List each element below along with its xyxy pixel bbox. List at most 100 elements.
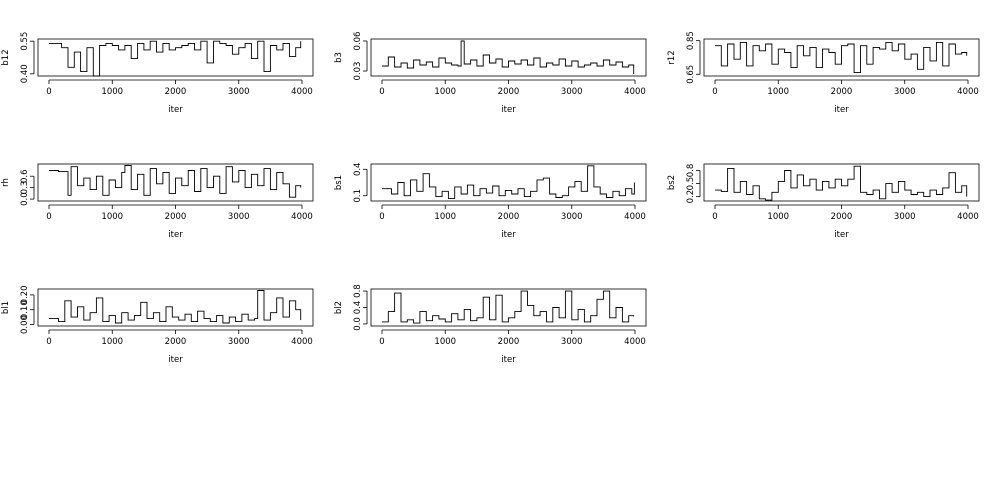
y-tick-label: 0.8 bbox=[686, 164, 696, 178]
trace-panel-r12: 0 1000 2000 3000 4000 iter 0.65 0.85 r12 bbox=[667, 31, 980, 115]
y-tick-label: 0.20 bbox=[20, 285, 30, 304]
x-tick-label: 2000 bbox=[831, 212, 853, 222]
x-tick-label: 4000 bbox=[291, 87, 313, 97]
y-tick-label: 0.40 bbox=[20, 64, 30, 83]
y-tick-label: 0.5 bbox=[686, 177, 696, 191]
x-tick-label: 0 bbox=[379, 87, 384, 97]
trace-panel-bl1: 0 1000 2000 3000 4000 iter 0.000.100.20 bl1 bbox=[1, 285, 314, 365]
x-tick-label: 4000 bbox=[624, 212, 646, 222]
x-tick-label: 0 bbox=[46, 212, 51, 222]
plot-frame bbox=[37, 163, 314, 202]
x-axis-label: iter bbox=[168, 355, 183, 365]
x-tick-label: 2000 bbox=[165, 87, 187, 97]
x-tick-label: 0 bbox=[379, 212, 384, 222]
y-tick-label: 0.00 bbox=[20, 315, 30, 334]
plot-frame bbox=[37, 38, 314, 77]
x-tick-label: 2000 bbox=[498, 337, 520, 347]
x-tick-label: 2000 bbox=[165, 337, 187, 347]
x-tick-label: 3000 bbox=[561, 337, 583, 347]
plot-frame bbox=[370, 288, 647, 327]
trace-line-bs1 bbox=[382, 165, 635, 199]
x-tick-label: 2000 bbox=[498, 87, 520, 97]
x-tick-label: 3000 bbox=[894, 212, 916, 222]
x-tick-label: 3000 bbox=[561, 212, 583, 222]
y-tick-label: 0.3 bbox=[20, 181, 30, 195]
y-tick-label: 0.06 bbox=[353, 32, 363, 51]
y-axis-label: bs1 bbox=[334, 175, 344, 190]
trace-panel-b3: 0 1000 2000 3000 4000 iter 0.03 0.06 b3 bbox=[334, 32, 647, 115]
x-tick-label: 3000 bbox=[894, 87, 916, 97]
y-tick-label: 0.2 bbox=[686, 190, 696, 204]
x-tick-label: 3000 bbox=[561, 87, 583, 97]
x-tick-label: 4000 bbox=[291, 212, 313, 222]
x-tick-label: 1000 bbox=[434, 337, 456, 347]
x-axis-label: iter bbox=[834, 105, 849, 115]
y-tick-label: 0.4 bbox=[353, 301, 363, 315]
y-axis-label: b12 bbox=[1, 49, 11, 65]
plot-frame bbox=[703, 163, 980, 202]
x-tick-label: 2000 bbox=[498, 212, 520, 222]
y-axis-label: bl2 bbox=[334, 301, 344, 314]
x-tick-label: 3000 bbox=[228, 87, 250, 97]
y-axis-label: bl1 bbox=[1, 301, 11, 314]
y-tick-label: 0.03 bbox=[353, 62, 363, 81]
x-tick-label: 4000 bbox=[957, 212, 979, 222]
y-tick-label: 0.85 bbox=[686, 31, 696, 50]
trace-panel-b12: 0 1000 2000 3000 4000 iter 0.40 0.55 b12 bbox=[1, 32, 314, 115]
x-tick-label: 4000 bbox=[624, 87, 646, 97]
y-tick-label: 0.6 bbox=[20, 169, 30, 183]
x-axis-label: iter bbox=[168, 230, 183, 240]
trace-panel-bs1: 0 1000 2000 3000 4000 iter 0.1 0.4 bs1 bbox=[334, 163, 647, 240]
y-tick-label: 0.65 bbox=[686, 65, 696, 84]
x-tick-label: 1000 bbox=[434, 87, 456, 97]
y-tick-label: 0.8 bbox=[353, 284, 363, 298]
x-axis-label: iter bbox=[501, 105, 516, 115]
y-tick-label: 0.55 bbox=[20, 32, 30, 51]
x-tick-label: 1000 bbox=[767, 212, 789, 222]
x-tick-label: 1000 bbox=[101, 212, 123, 222]
y-tick-label: 0.10 bbox=[20, 300, 30, 319]
trace-line-bs2 bbox=[715, 165, 968, 201]
x-tick-label: 4000 bbox=[624, 337, 646, 347]
x-tick-label: 1000 bbox=[434, 212, 456, 222]
trace-line-b12 bbox=[49, 40, 302, 77]
x-tick-label: 0 bbox=[379, 337, 384, 347]
trace-line-b3 bbox=[382, 40, 635, 74]
x-axis-label: iter bbox=[501, 230, 516, 240]
y-axis-label: rh bbox=[1, 178, 11, 187]
trace-panel-bl2: 0 1000 2000 3000 4000 iter 0.0 0.4 0.8 bl2 bbox=[334, 284, 647, 365]
y-axis-label: bs2 bbox=[667, 175, 677, 190]
x-tick-label: 1000 bbox=[101, 337, 123, 347]
plot-frame bbox=[703, 38, 980, 77]
y-axis-label: r12 bbox=[667, 50, 677, 64]
trace-line-r12 bbox=[715, 41, 968, 74]
y-tick-label: 0.0 bbox=[20, 192, 30, 206]
x-tick-label: 0 bbox=[712, 87, 717, 97]
x-tick-label: 4000 bbox=[291, 337, 313, 347]
x-tick-label: 0 bbox=[46, 87, 51, 97]
y-tick-label: 0.1 bbox=[353, 189, 363, 203]
plot-frame bbox=[37, 288, 314, 327]
trace-line-rh bbox=[49, 165, 302, 198]
y-tick-label: 0.4 bbox=[353, 163, 363, 177]
trace-line-bl2 bbox=[382, 290, 635, 324]
trace-panel-bs2: 0 1000 2000 3000 4000 iter 0.20.50.8 bs2 bbox=[667, 163, 980, 240]
x-axis-label: iter bbox=[168, 105, 183, 115]
x-axis-label: iter bbox=[501, 355, 516, 365]
trace-panel-rh: 0 1000 2000 3000 4000 iter 0.00.30.6 rh bbox=[1, 163, 314, 240]
trace-line-bl1 bbox=[49, 290, 302, 324]
plot-frame bbox=[370, 38, 647, 77]
x-tick-label: 3000 bbox=[228, 337, 250, 347]
x-tick-label: 4000 bbox=[957, 87, 979, 97]
x-tick-label: 0 bbox=[46, 337, 51, 347]
plot-frame bbox=[370, 163, 647, 202]
x-tick-label: 2000 bbox=[165, 212, 187, 222]
x-tick-label: 1000 bbox=[101, 87, 123, 97]
y-axis-label: b3 bbox=[334, 52, 344, 63]
x-tick-label: 2000 bbox=[831, 87, 853, 97]
x-tick-label: 0 bbox=[712, 212, 717, 222]
x-tick-label: 3000 bbox=[228, 212, 250, 222]
x-tick-label: 1000 bbox=[767, 87, 789, 97]
x-axis-label: iter bbox=[834, 230, 849, 240]
